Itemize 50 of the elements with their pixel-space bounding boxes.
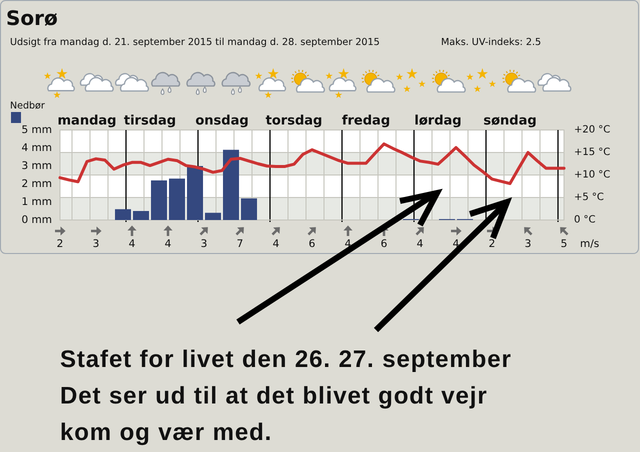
y2-tick-label: 0 °C bbox=[574, 214, 596, 226]
bar bbox=[150, 180, 168, 220]
data-label: 4 bbox=[452, 238, 460, 250]
x-tick-label: torsdag bbox=[266, 114, 322, 128]
text: Det ser ud til at det blivet godt vejr bbox=[60, 382, 488, 410]
text: Stafet for livet den 26. 27. september bbox=[60, 346, 512, 373]
text: kom og vær med. bbox=[60, 419, 272, 446]
data-label: 4 bbox=[344, 238, 352, 250]
data-label: 2 bbox=[56, 238, 64, 250]
y-tick-label: 3 mm bbox=[22, 160, 52, 172]
chart-title: Sorø bbox=[6, 6, 58, 30]
bar bbox=[204, 212, 222, 220]
chart-subtitle: Udsigt fra mandag d. 21. september 2015 til mandag d. 28. september 2015 bbox=[10, 37, 380, 48]
data-label: 3 bbox=[92, 238, 100, 250]
y-tick-label: 1 mm bbox=[22, 196, 52, 208]
y-tick-label: 5 mm bbox=[22, 124, 52, 136]
data-label: 4 bbox=[416, 238, 424, 250]
bar bbox=[132, 211, 150, 220]
y-tick-label: 0 mm bbox=[22, 214, 52, 226]
data-label: 2 bbox=[488, 238, 496, 250]
x-tick-label: fredag bbox=[342, 114, 390, 128]
data-label: 3 bbox=[200, 238, 208, 250]
data-label: 3 bbox=[524, 238, 532, 250]
bar bbox=[222, 150, 240, 220]
data-label: 6 bbox=[380, 238, 388, 250]
x-tick-label: tirsdag bbox=[124, 114, 176, 128]
line-series bbox=[58, 142, 566, 186]
data-label: 4 bbox=[164, 238, 172, 250]
text: m/s bbox=[580, 238, 600, 250]
x-tick-label: søndag bbox=[483, 114, 537, 128]
bar bbox=[186, 166, 204, 220]
y2-tick-label: +20 °C bbox=[574, 124, 610, 136]
data-label: 5 bbox=[560, 238, 568, 250]
text: Nedbør bbox=[10, 100, 45, 112]
x-tick-label: mandag bbox=[58, 114, 116, 128]
y2-tick-label: +15 °C bbox=[574, 147, 610, 158]
y-tick-label: 2 mm bbox=[22, 178, 52, 190]
y2-tick-label: +10 °C bbox=[574, 170, 610, 180]
bar bbox=[114, 209, 132, 220]
data-label: 6 bbox=[308, 238, 316, 250]
y-tick-label: 4 mm bbox=[22, 142, 52, 154]
x-tick-label: onsdag bbox=[195, 114, 249, 128]
bar bbox=[240, 198, 258, 220]
data-label: 7 bbox=[236, 238, 244, 250]
text: Maks. UV-indeks: 2.5 bbox=[441, 37, 542, 48]
bar bbox=[168, 178, 186, 220]
data-label: 4 bbox=[128, 238, 136, 250]
data-label: 4 bbox=[272, 238, 280, 250]
x-tick-label: lørdag bbox=[414, 114, 462, 128]
y2-tick-label: +5 °C bbox=[574, 192, 604, 203]
